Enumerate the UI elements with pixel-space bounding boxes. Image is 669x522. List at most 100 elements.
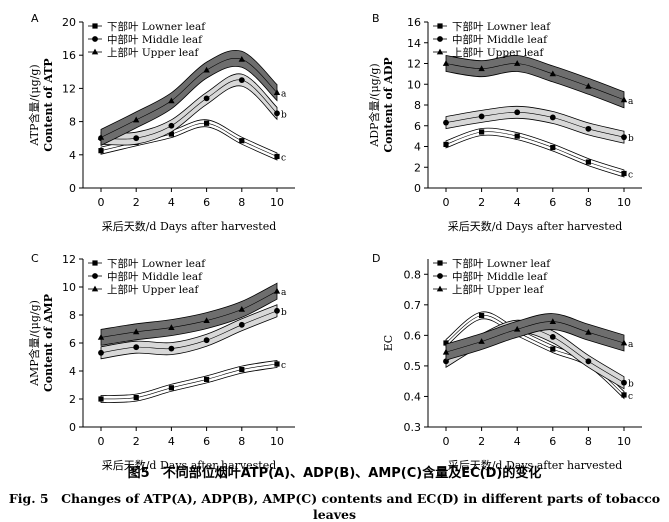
y-tick-label: 0 — [69, 421, 76, 434]
data-point-marker — [549, 333, 556, 340]
figure-caption-chinese: 图5 不同部位烟叶ATP(A)、ADP(B)、AMP(C)含量及EC(D)的变化 — [127, 466, 542, 481]
legend-marker — [436, 48, 444, 55]
legend-entry: 上部叶 Upper leaf — [452, 283, 545, 296]
data-point-marker — [621, 170, 627, 177]
y-axis-label: Content of AMP — [42, 294, 55, 392]
chart-panel-d: D 0.3 0.4 0.5 0.6 0.7 0.8 0 2 4 6 8 10 采后天数/d Days af… — [372, 252, 642, 472]
y-tick-label: 10 — [407, 78, 421, 91]
data-point-marker — [443, 340, 449, 346]
data-point-marker — [550, 144, 556, 151]
y-tick-label: 12 — [62, 253, 76, 266]
series-triangle: a — [442, 313, 634, 361]
panel-letter: C — [31, 252, 39, 265]
data-point-marker — [274, 361, 280, 367]
data-point-marker — [238, 306, 245, 312]
data-point-marker — [479, 312, 485, 319]
series-significance-label: b — [628, 134, 634, 144]
data-point-marker — [273, 89, 281, 95]
y-tick-label: 0.4 — [404, 390, 422, 403]
series-triangle: a — [97, 282, 287, 346]
series-line — [445, 131, 625, 174]
x-tick-label: 8 — [585, 196, 592, 209]
data-point-marker — [549, 70, 556, 77]
y-axis-label: ADP含量/(μg/g) — [367, 63, 381, 147]
panel-letter: D — [372, 252, 380, 265]
y-tick-label: 8 — [69, 116, 76, 129]
x-tick-label: 0 — [443, 435, 450, 448]
x-axis-label: 采后天数/d Days after harvested — [102, 459, 277, 472]
data-point-marker — [168, 385, 174, 391]
data-point-marker — [97, 133, 105, 140]
legend-entry: 中部叶 Middle leaf — [452, 270, 548, 283]
series-confidence-band — [100, 360, 278, 403]
data-point-marker — [585, 125, 592, 132]
y-axis-label: AMP含量/(μg/g) — [27, 300, 41, 387]
x-tick-label: 2 — [478, 435, 485, 448]
x-tick-label: 0 — [98, 435, 105, 448]
series-confidence-band — [100, 304, 278, 360]
series-triangle: a — [442, 55, 634, 109]
data-point-marker — [133, 395, 139, 401]
data-point-marker — [442, 60, 450, 66]
y-tick-label: 4 — [69, 149, 76, 162]
series-line — [445, 63, 625, 101]
legend-entry: 上部叶 Upper leaf — [107, 283, 200, 296]
data-point-marker — [549, 114, 556, 121]
legend-entry: 下部叶 Lowner leaf — [452, 20, 551, 33]
x-axis-label: 采后天数/d Days after harvested — [448, 220, 623, 233]
series-line — [100, 363, 278, 400]
y-tick-label: 4 — [69, 365, 76, 378]
y-tick-label: 10 — [62, 281, 76, 294]
legend-entry: 中部叶 Middle leaf — [107, 33, 203, 46]
data-point-marker — [443, 141, 449, 148]
data-point-marker — [203, 95, 210, 102]
data-point-marker — [550, 346, 556, 352]
series-circle: b — [443, 105, 634, 144]
legend-entry: 下部叶 Lowner leaf — [452, 257, 551, 270]
panel-letter: B — [372, 12, 380, 25]
y-tick-label: 14 — [407, 37, 421, 50]
y-tick-label: 0.3 — [404, 421, 422, 434]
data-point-marker — [585, 82, 592, 89]
legend-marker — [91, 285, 99, 292]
y-tick-label: 4 — [414, 141, 421, 154]
data-point-marker — [133, 328, 140, 335]
data-point-marker — [478, 113, 485, 120]
data-point-marker — [168, 345, 175, 352]
series-line — [100, 290, 278, 338]
series-confidence-band — [445, 55, 625, 109]
legend-marker — [437, 273, 443, 279]
y-tick-label: 12 — [407, 58, 421, 71]
x-tick-label: 4 — [168, 196, 175, 209]
data-point-marker — [238, 321, 245, 328]
x-tick-label: 10 — [617, 435, 631, 448]
data-point-marker — [203, 337, 210, 344]
data-point-marker — [168, 131, 174, 137]
data-point-marker — [479, 129, 485, 135]
data-point-marker — [239, 367, 245, 373]
y-axis-label: EC — [382, 335, 395, 351]
series-significance-label: b — [628, 380, 634, 390]
series-confidence-band — [100, 50, 278, 147]
data-point-marker — [204, 120, 210, 126]
series-significance-label: a — [628, 340, 634, 350]
legend-entry: 中部叶 Middle leaf — [452, 33, 548, 46]
legend-marker — [92, 260, 98, 266]
series-significance-label: c — [281, 153, 286, 163]
y-tick-label: 0.6 — [404, 329, 422, 342]
y-tick-label: 0.7 — [404, 299, 422, 312]
data-point-marker — [274, 307, 280, 314]
series-circle: b — [98, 304, 287, 360]
data-point-marker — [514, 133, 520, 139]
legend-entry: 下部叶 Lowner leaf — [107, 257, 206, 270]
data-point-marker — [133, 344, 140, 351]
data-point-marker — [442, 348, 450, 355]
x-tick-label: 4 — [514, 196, 521, 209]
data-point-marker — [274, 153, 280, 160]
y-tick-label: 8 — [69, 309, 76, 322]
series-significance-label: c — [628, 392, 633, 402]
panel-letter: A — [31, 12, 39, 25]
legend-entry: 中部叶 Middle leaf — [107, 270, 203, 283]
